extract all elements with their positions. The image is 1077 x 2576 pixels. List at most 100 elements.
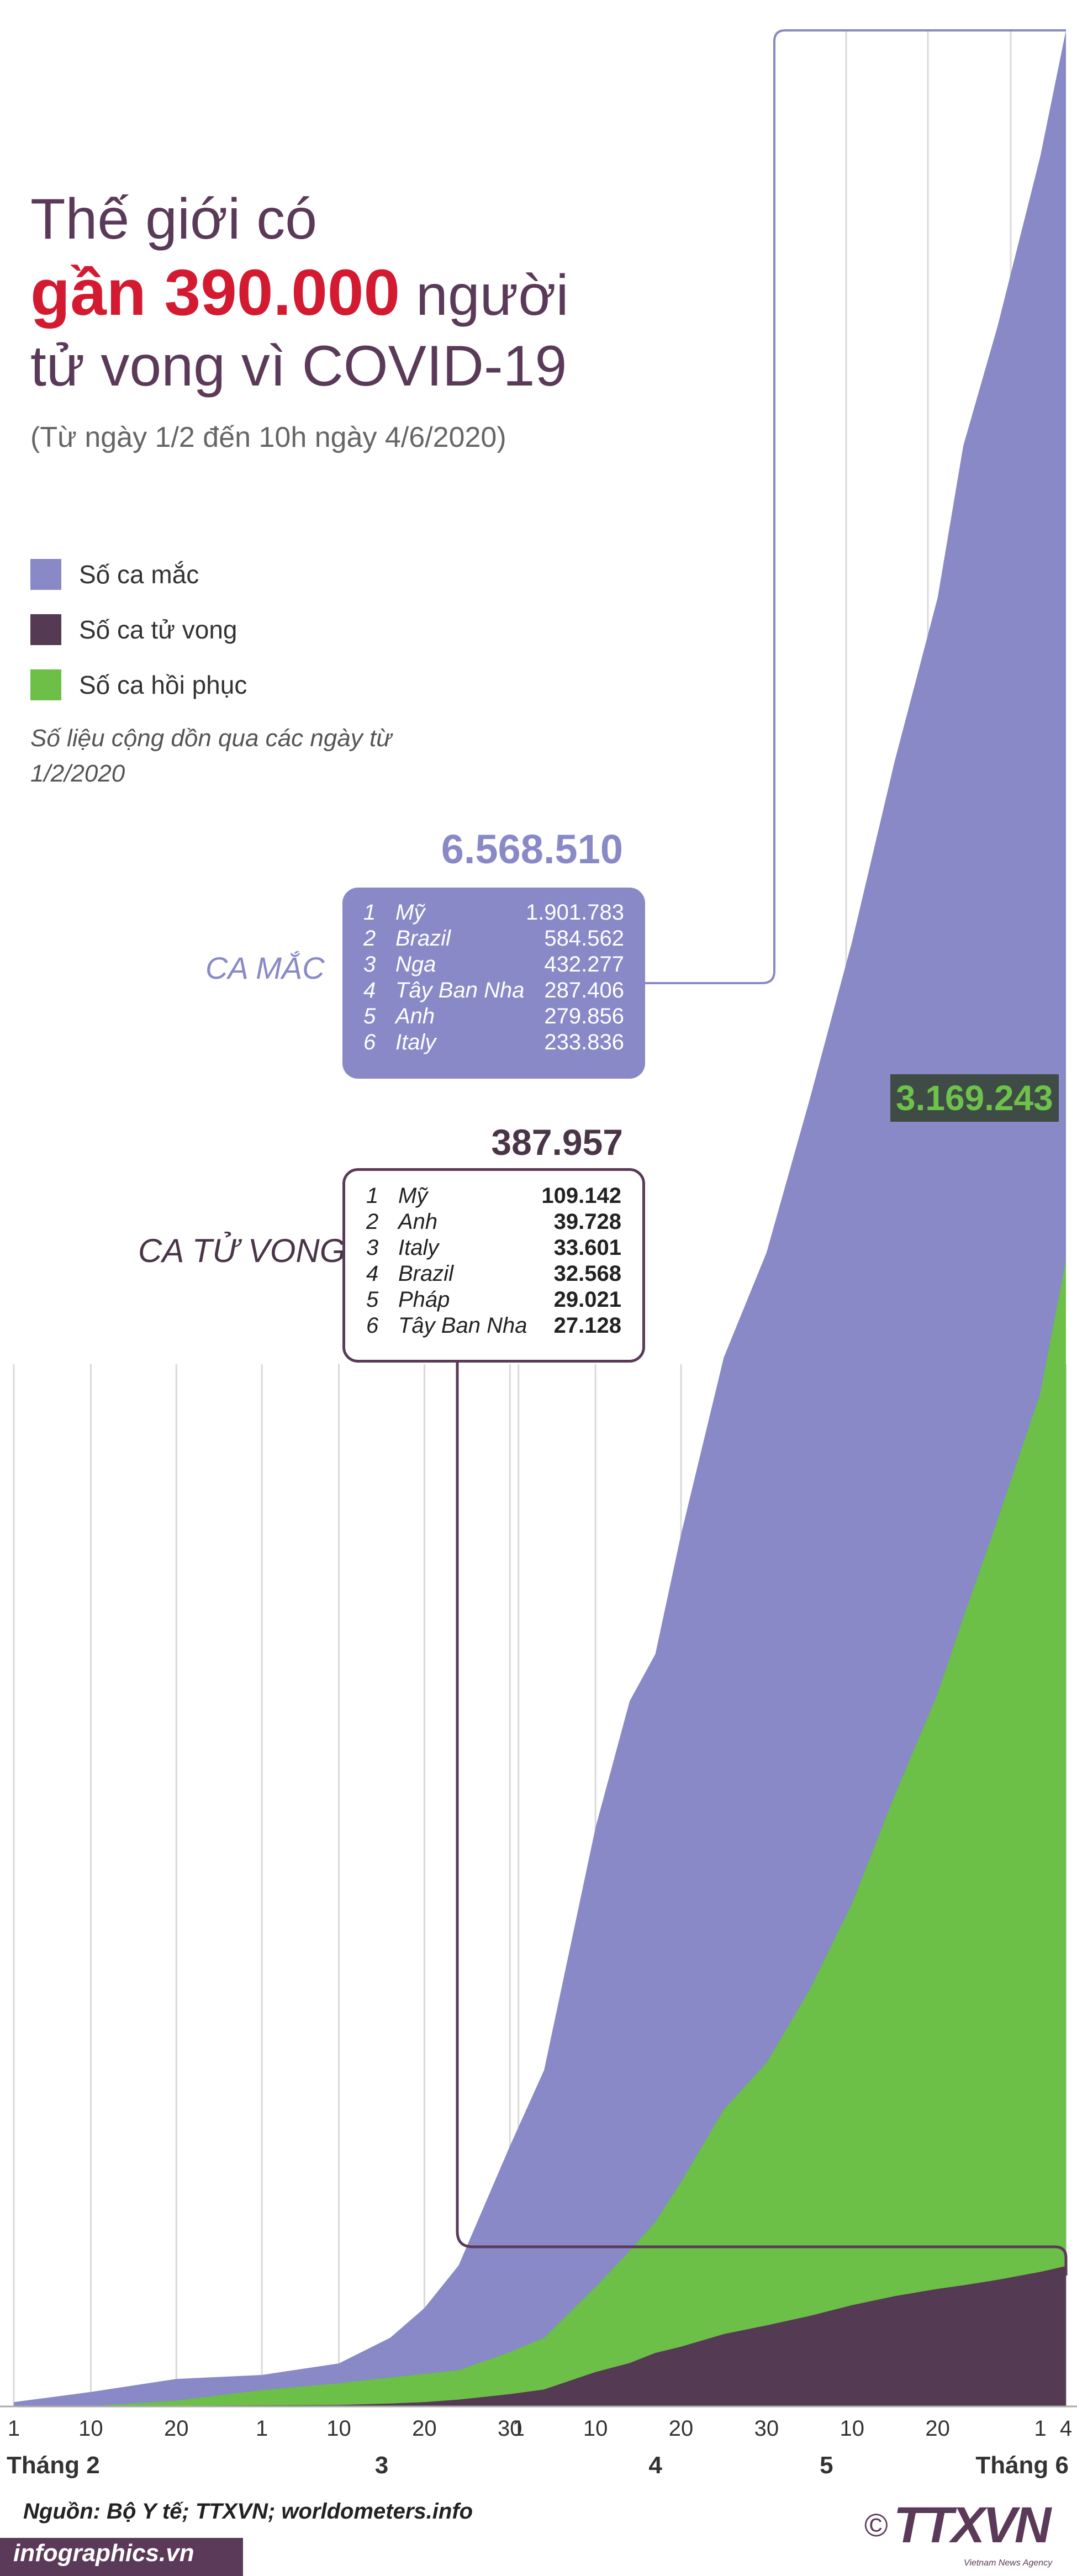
x-tick-label: 4 xyxy=(1060,2416,1072,2441)
title-line-2-rest: người xyxy=(416,263,569,328)
cases-row-rank: 6 xyxy=(363,1030,376,1054)
cases-row-rank: 5 xyxy=(363,1004,376,1028)
deaths-row-country: Pháp xyxy=(398,1287,450,1312)
deaths-row-value: 32.568 xyxy=(553,1261,621,1286)
cases-row-country: Mỹ xyxy=(395,900,425,925)
title-line-3: tử vong vì COVID-19 xyxy=(30,334,567,399)
cases-row-country: Brazil xyxy=(395,926,451,951)
deaths-row: 3 Italy 33.601 xyxy=(366,1235,621,1261)
legend-swatch-cases xyxy=(30,559,61,590)
title-line-2: gần 390.000 người xyxy=(30,254,666,332)
deaths-row: 5 Pháp 29.021 xyxy=(366,1287,621,1313)
area-recovered xyxy=(14,1260,1066,2406)
deaths-row-rank: 3 xyxy=(366,1236,379,1260)
deaths-row-value: 29.021 xyxy=(553,1287,621,1312)
deaths-row-value: 39.728 xyxy=(553,1210,621,1234)
copyright-icon: © xyxy=(864,2508,888,2543)
x-tick-label: 30 xyxy=(754,2416,779,2441)
x-tick-label: 30 xyxy=(498,2416,522,2441)
cases-row-country: Anh xyxy=(395,1004,435,1028)
cases-row-value: 584.562 xyxy=(544,926,624,951)
cases-top-countries: 1 Mỹ 1.901.783 2 Brazil 584.562 3 Nga 432.277 4 Tâ… xyxy=(342,888,645,1079)
source: Nguồn: Bộ Y tế; TTXVN; worldometers.info xyxy=(23,2499,473,2524)
deaths-row-rank: 1 xyxy=(366,1184,379,1208)
deaths-row: 1 Mỹ 109.142 xyxy=(366,1183,621,1209)
deaths-row-country: Tây Ban Nha xyxy=(398,1313,527,1338)
legend-item-recovered: Số ca hồi phục xyxy=(30,657,247,712)
deaths-row: 2 Anh 39.728 xyxy=(366,1209,621,1235)
deaths-row-value: 109.142 xyxy=(541,1184,621,1208)
x-tick-label: 10 xyxy=(840,2416,865,2441)
month-label: Tháng 2 xyxy=(7,2452,100,2479)
deaths-row-rank: 2 xyxy=(366,1210,379,1234)
cases-row-rank: 3 xyxy=(363,952,376,976)
deaths-row-rank: 6 xyxy=(366,1313,379,1338)
agency-subtitle: Vietnam News Agency xyxy=(964,2558,1053,2568)
cases-row: 4 Tây Ban Nha 287.406 xyxy=(363,978,624,1004)
x-tick-label: 10 xyxy=(583,2416,608,2441)
cases-row-value: 432.277 xyxy=(544,952,624,976)
cases-row-value: 233.836 xyxy=(544,1030,624,1054)
deaths-total: 387.957 xyxy=(491,1122,623,1163)
deaths-row: 6 Tây Ban Nha 27.128 xyxy=(366,1313,621,1339)
deaths-row-country: Anh xyxy=(398,1210,438,1234)
cases-row: 6 Italy 233.836 xyxy=(363,1030,624,1055)
cases-row: 3 Nga 432.277 xyxy=(363,952,624,978)
subtitle: (Từ ngày 1/2 đến 10h ngày 4/6/2020) xyxy=(30,421,506,454)
x-tick-label: 20 xyxy=(925,2416,950,2441)
title-highlight: gần 390.000 xyxy=(30,256,400,329)
agency-logo: © TTXVN xyxy=(864,2496,1052,2554)
cases-row-value: 1.901.783 xyxy=(526,900,624,925)
x-tick-label: 1 xyxy=(8,2416,20,2441)
area-deaths xyxy=(14,2266,1066,2406)
cases-row-rank: 1 xyxy=(363,900,376,925)
legend-swatch-deaths xyxy=(30,614,61,645)
cases-row: 1 Mỹ 1.901.783 xyxy=(363,900,624,926)
connectors xyxy=(456,29,1068,2276)
legend: Số ca mắc Số ca tử vong Số ca hồi phục xyxy=(30,547,247,712)
cases-label: CA MẮC xyxy=(205,951,325,985)
brand-bar xyxy=(0,2538,243,2576)
cases-row-rank: 4 xyxy=(363,978,376,1002)
chart-areas xyxy=(14,30,1066,2406)
area-cases xyxy=(14,30,1066,2406)
title-line-1: Thế giới có xyxy=(30,187,318,251)
deaths-row-rank: 4 xyxy=(366,1261,379,1286)
legend-label-deaths: Số ca tử vong xyxy=(79,615,237,644)
x-tick-label: 10 xyxy=(78,2416,103,2441)
x-tick-label: 20 xyxy=(164,2416,189,2441)
deaths-row-country: Brazil xyxy=(398,1261,454,1286)
deaths-row-country: Italy xyxy=(398,1236,439,1260)
deaths-row-value: 27.128 xyxy=(553,1313,621,1338)
x-tick-label: 1 xyxy=(256,2416,268,2441)
cases-row-country: Nga xyxy=(395,952,436,976)
cases-row: 2 Brazil 584.562 xyxy=(363,926,624,952)
month-label: 4 xyxy=(648,2452,662,2479)
legend-label-recovered: Số ca hồi phục xyxy=(79,671,247,699)
brand-name[interactable]: infographics.vn xyxy=(13,2540,194,2567)
month-label: 3 xyxy=(375,2452,388,2479)
recovered-total: 3.169.243 xyxy=(890,1074,1059,1122)
deaths-row-country: Mỹ xyxy=(398,1184,428,1208)
legend-label-cases: Số ca mắc xyxy=(79,560,199,589)
x-tick-label: 10 xyxy=(326,2416,351,2441)
cases-connector xyxy=(645,29,1066,984)
month-label: 5 xyxy=(820,2452,833,2479)
month-label: Tháng 6 xyxy=(975,2452,1069,2479)
x-tick-label: 20 xyxy=(412,2416,437,2441)
deaths-connector xyxy=(456,1363,1068,2276)
agency-name: TTXVN xyxy=(893,2497,1052,2553)
cases-row-value: 279.856 xyxy=(544,1004,624,1028)
cases-row-rank: 2 xyxy=(363,926,376,951)
deaths-row-value: 33.601 xyxy=(553,1236,621,1260)
legend-item-deaths: Số ca tử vong xyxy=(30,602,247,657)
cases-row-country: Tây Ban Nha xyxy=(395,978,525,1002)
cases-row-country: Italy xyxy=(395,1030,436,1054)
deaths-top-countries: 1 Mỹ 109.142 2 Anh 39.728 3 Italy 33.601 4 Brazil 3… xyxy=(342,1168,645,1363)
deaths-row-rank: 5 xyxy=(366,1287,379,1312)
cases-row: 5 Anh 279.856 xyxy=(363,1004,624,1030)
deaths-label: CA TỬ VONG xyxy=(138,1232,346,1269)
x-tick-label: 1 xyxy=(513,2416,525,2441)
